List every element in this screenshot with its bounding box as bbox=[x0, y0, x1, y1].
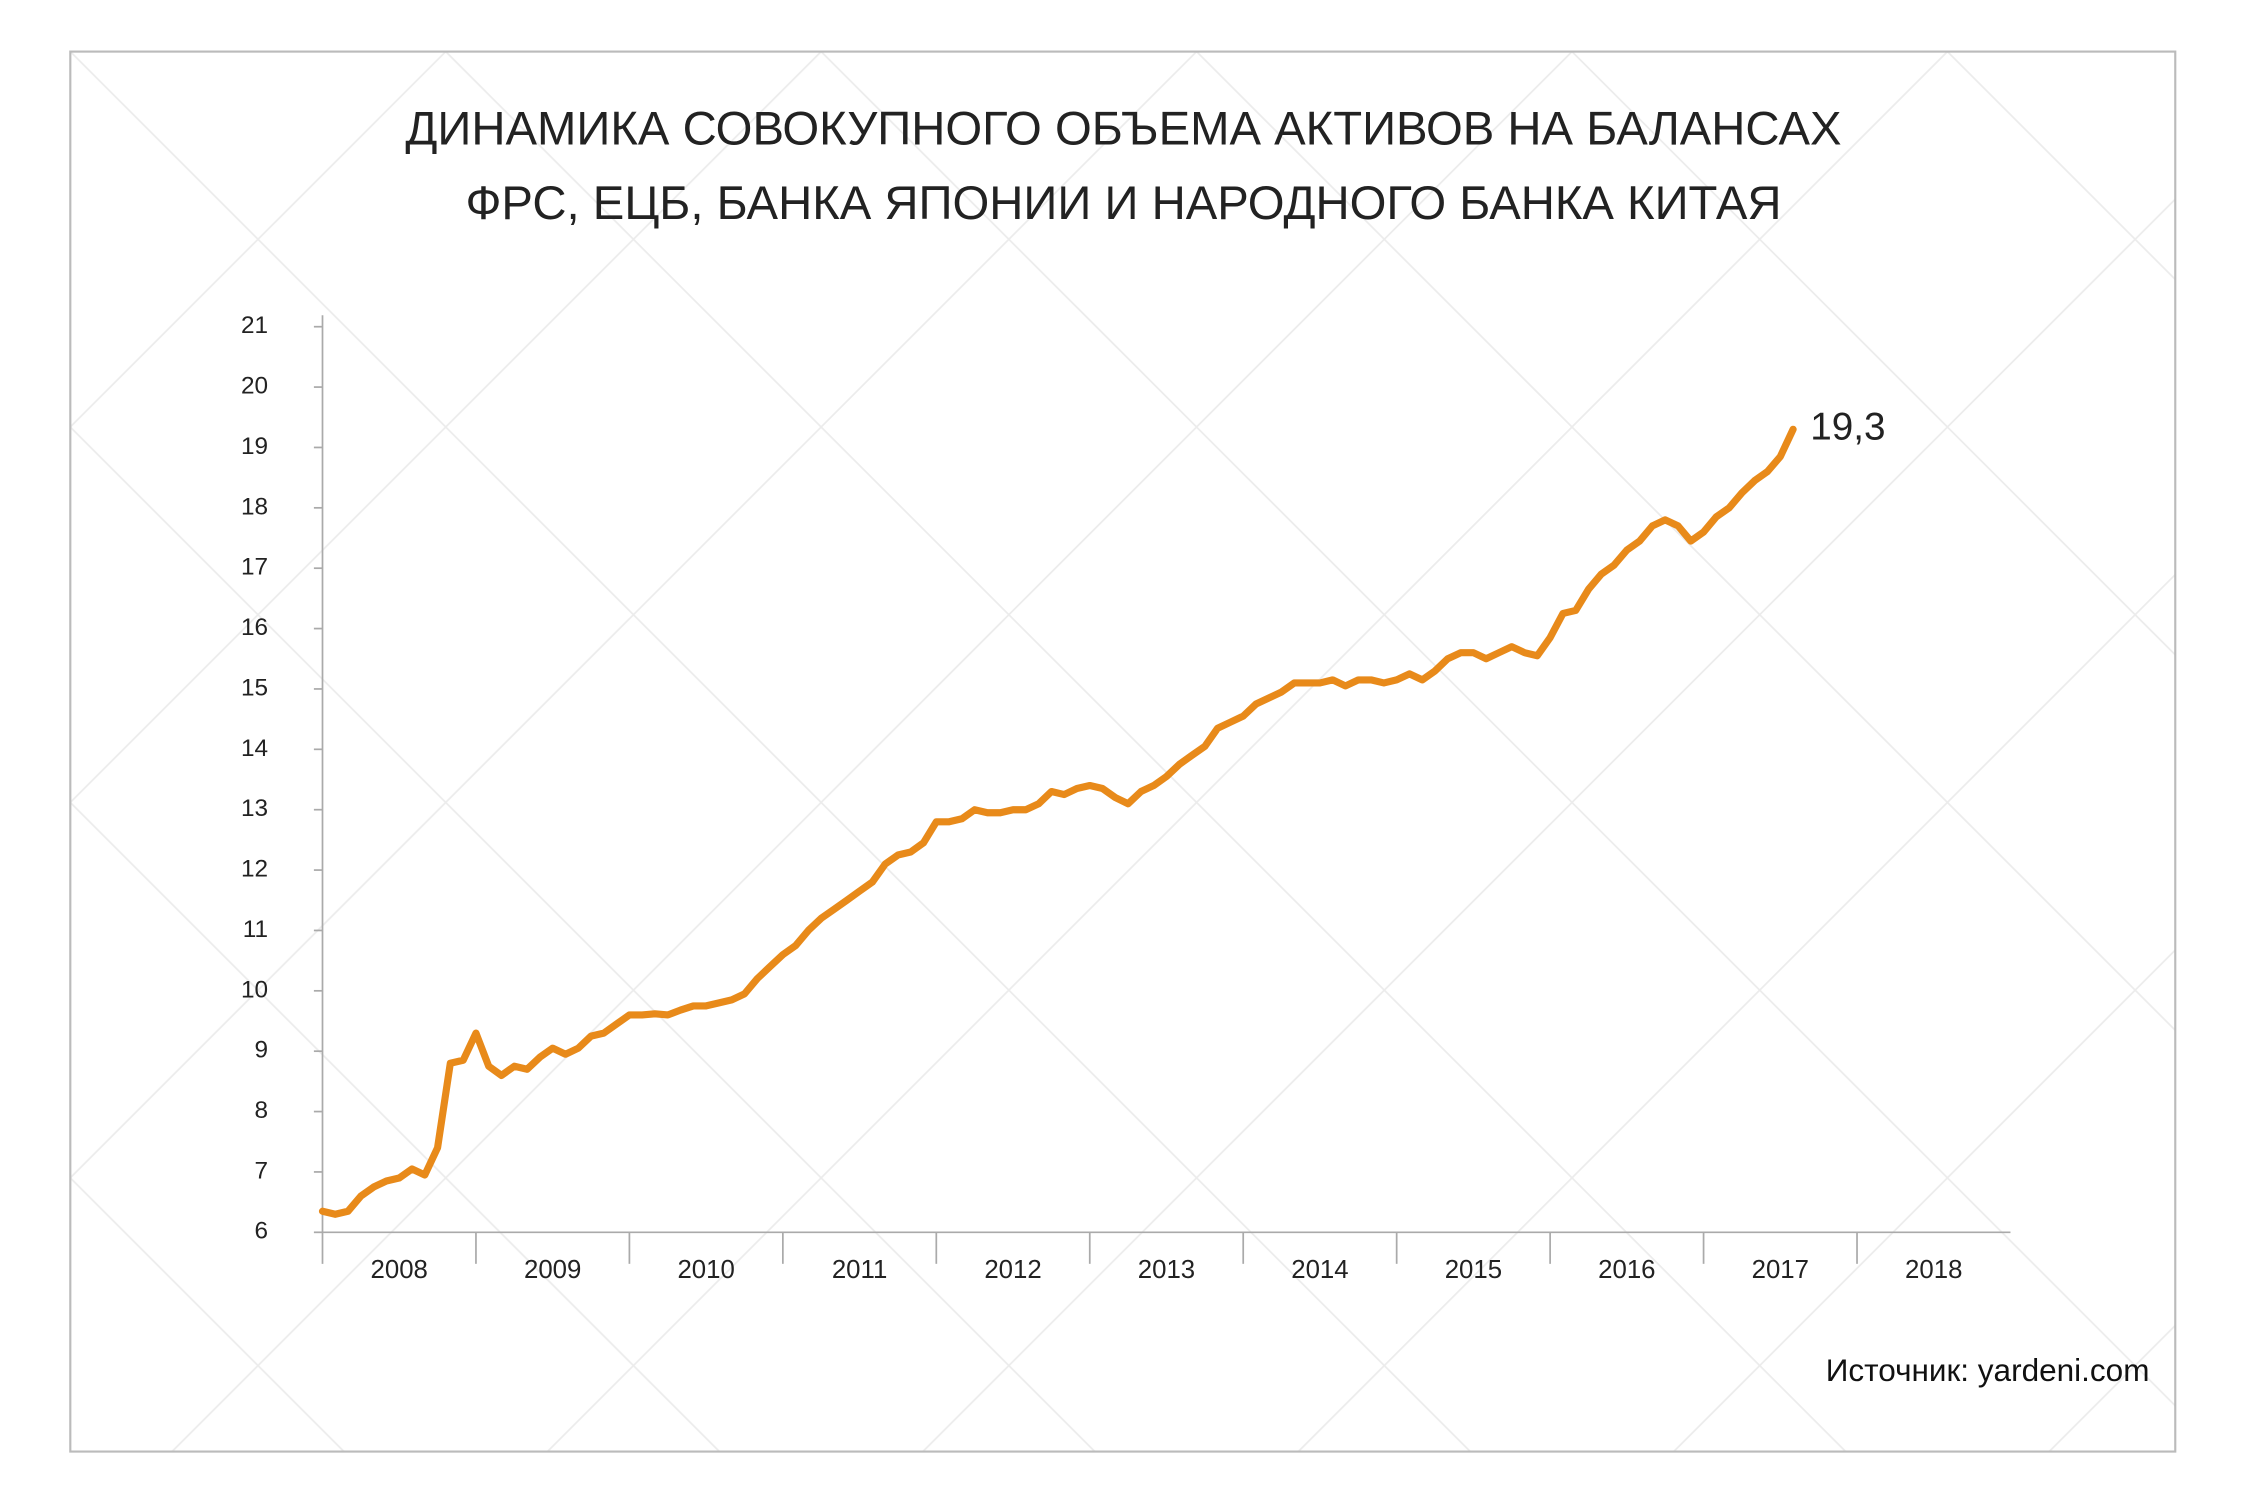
chart-title: ДИНАМИКА СОВОКУПНОГО ОБЪЕМА АКТИВОВ НА Б… bbox=[405, 102, 1841, 155]
y-tick-label: 10 bbox=[241, 976, 268, 1003]
x-tick-label: 2018 bbox=[1905, 1256, 1962, 1284]
x-tick-label: 2011 bbox=[832, 1256, 887, 1284]
x-tick-label: 2013 bbox=[1138, 1256, 1195, 1284]
x-tick-label: 2015 bbox=[1445, 1256, 1502, 1284]
x-tick-label: 2017 bbox=[1752, 1256, 1809, 1284]
x-tick-label: 2010 bbox=[677, 1256, 734, 1284]
y-tick-label: 20 bbox=[241, 373, 268, 400]
y-tick-label: 21 bbox=[241, 312, 268, 339]
y-tick-label: 19 bbox=[241, 433, 268, 460]
y-tick-label: 7 bbox=[254, 1157, 268, 1184]
chart-title: ФРС, ЕЦБ, БАНКА ЯПОНИИ И НАРОДНОГО БАНКА… bbox=[465, 177, 1781, 230]
frame bbox=[69, 50, 2177, 1453]
y-tick-label: 18 bbox=[241, 493, 268, 520]
x-tick-label: 2009 bbox=[524, 1256, 581, 1284]
y-tick-label: 11 bbox=[243, 916, 268, 943]
x-tick-label: 2014 bbox=[1291, 1256, 1348, 1284]
x-tick-label: 2016 bbox=[1598, 1256, 1655, 1284]
y-tick-label: 8 bbox=[254, 1097, 268, 1124]
x-tick-label: 2012 bbox=[984, 1256, 1041, 1284]
x-tick-label: 2008 bbox=[371, 1256, 428, 1284]
source-note: Источник: yardeni.com bbox=[1826, 1352, 2150, 1388]
y-tick-label: 12 bbox=[241, 856, 268, 883]
y-tick-label: 13 bbox=[241, 795, 268, 822]
y-tick-label: 16 bbox=[241, 614, 268, 641]
y-tick-label: 9 bbox=[254, 1037, 268, 1064]
value-label: 19,3 bbox=[1810, 406, 1885, 449]
y-tick-label: 6 bbox=[254, 1218, 268, 1245]
y-tick-label: 15 bbox=[241, 674, 268, 701]
y-tick-label: 17 bbox=[241, 554, 268, 581]
data-line bbox=[318, 425, 1797, 1218]
y-tick-label: 14 bbox=[241, 735, 268, 762]
